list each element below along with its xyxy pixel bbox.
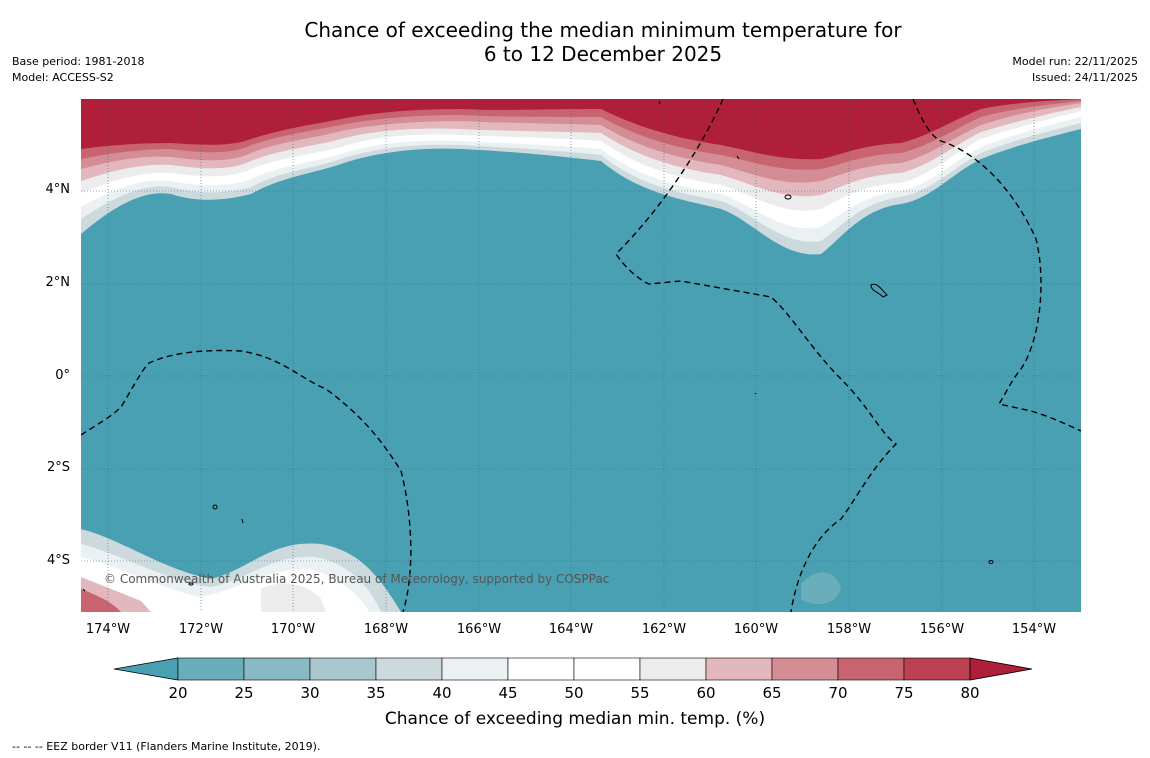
lon-label-156w: 156°W [919,622,965,637]
colorbar-segment [573,657,641,681]
meta-right: Model run: 22/11/2025 Issued: 24/11/2025 [1012,54,1138,86]
title-line-1: Chance of exceeding the median minimum t… [304,18,902,42]
map-title: Chance of exceeding the median minimum t… [0,18,1150,66]
meta-left: Base period: 1981-2018 Model: ACCESS-S2 [12,54,144,86]
eez-borders [81,99,1081,612]
colorbar-tick-label: 65 [762,684,782,702]
colorbar-segment [639,657,707,681]
islands [82,100,994,592]
map-canvas [81,99,1081,612]
lat-label-2s: 2°S [46,460,70,475]
colorbar-tick-label: 45 [498,684,518,702]
colorbar-arrow-low [113,657,179,681]
colorbar-segment [507,657,575,681]
lon-label-162w: 162°W [641,622,687,637]
colorbar-svg [113,657,1033,681]
north-anomaly-band [81,99,1081,255]
colorbar-tick-label: 35 [366,684,386,702]
lon-label-164w: 164°W [548,622,594,637]
model-text: Model: ACCESS-S2 [12,71,114,84]
colorbar-tick-label: 25 [234,684,254,702]
colorbar-arrow-high [969,657,1033,681]
lon-label-174w: 174°W [85,622,131,637]
colorbar-segment [903,657,971,681]
colorbar-segment [837,657,905,681]
colorbar-label: Chance of exceeding median min. temp. (%… [384,709,766,729]
southeast-anomaly-patch [801,572,841,605]
lon-label-166w: 166°W [456,622,502,637]
colorbar-segment [177,657,245,681]
colorbar-tick-label: 30 [300,684,320,702]
colorbar-tick-label: 55 [630,684,650,702]
lon-label-154w: 154°W [1011,622,1057,637]
lon-label-158w: 158°W [826,622,872,637]
lat-label-0: 0° [55,368,70,383]
model-run-text: Model run: 22/11/2025 [1012,55,1138,68]
colorbar-tick-label: 70 [828,684,848,702]
lat-label-4n: 4°N [45,182,71,197]
colorbar-tick-label: 75 [894,684,914,702]
base-period-text: Base period: 1981-2018 [12,55,145,68]
colorbar-tick-label: 80 [960,684,980,702]
colorbar-tick-label: 40 [432,684,452,702]
lon-label-168w: 168°W [363,622,409,637]
colorbar-segment [243,657,311,681]
lat-label-2n: 2°N [45,275,71,290]
issued-text: Issued: 24/11/2025 [1031,71,1138,84]
colorbar-segment [705,657,773,681]
colorbar-segment [309,657,377,681]
lon-label-160w: 160°W [733,622,779,637]
lon-label-172w: 172°W [178,622,224,637]
colorbar-segment [375,657,443,681]
colorbar-tick-label: 20 [168,684,188,702]
eez-legend-note: -- -- -- EEZ border V11 (Flanders Marine… [12,740,321,753]
map-panel [81,99,1081,612]
colorbar-segment [441,657,509,681]
colorbar-tick-label: 60 [696,684,716,702]
lon-label-170w: 170°W [270,622,316,637]
colorbar [113,657,1036,687]
copyright-notice: © Commonwealth of Australia 2025, Bureau… [104,572,610,586]
lat-label-4s: 4°S [46,553,70,568]
colorbar-tick-label: 50 [564,684,584,702]
title-line-2: 6 to 12 December 2025 [483,42,723,66]
colorbar-segment [771,657,839,681]
